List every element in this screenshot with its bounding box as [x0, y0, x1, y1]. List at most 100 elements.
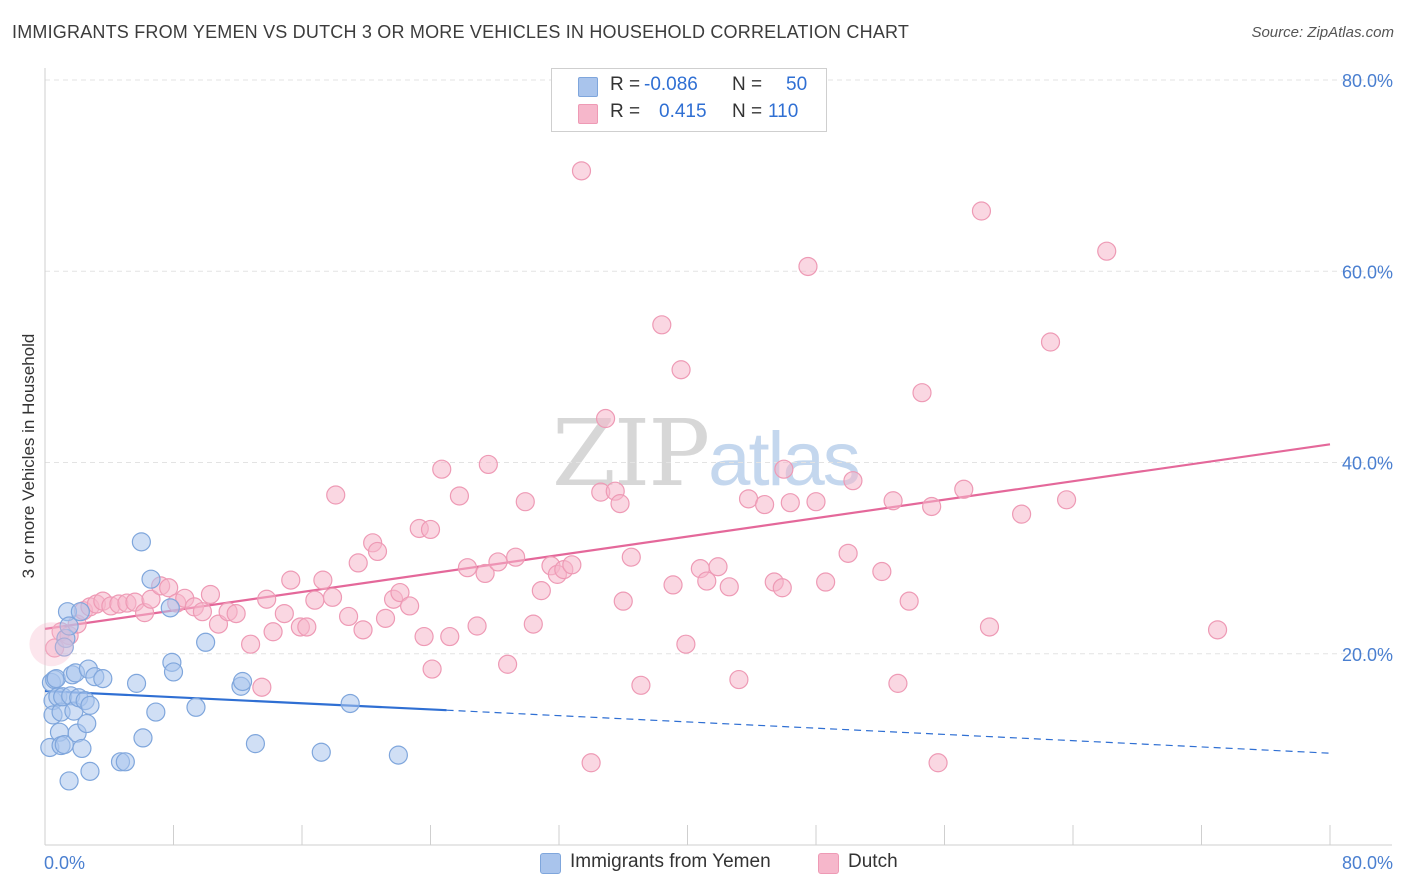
dutch-point [652, 315, 672, 335]
yemen-point [133, 728, 153, 748]
dutch-point [581, 753, 601, 773]
dutch-point [631, 675, 651, 695]
series-legend-yemen[interactable]: Immigrants from Yemen [540, 851, 800, 875]
dutch-point [414, 626, 434, 647]
series-legend-dutch[interactable]: Dutch [818, 851, 938, 875]
dutch-point [523, 614, 543, 634]
dutch-point [457, 558, 478, 578]
watermark: ZIPatlas [552, 400, 861, 507]
dutch-point [488, 552, 508, 572]
yemen-point [146, 702, 166, 722]
yemen-point [160, 598, 180, 618]
dutch-point [506, 547, 526, 567]
dutch-point [610, 494, 630, 514]
yemen-point [131, 532, 151, 552]
yemen-point [59, 771, 79, 791]
yemen-point [232, 671, 253, 692]
dutch-point [313, 570, 333, 590]
dutch-point [1011, 504, 1032, 524]
dutch-point [449, 486, 470, 506]
yemen-point [196, 632, 216, 652]
dutch-point [613, 591, 633, 611]
dutch-point [621, 547, 641, 567]
dutch-point [571, 161, 592, 181]
x-tick-label: 80.0% [1342, 853, 1393, 873]
dutch-point [353, 620, 373, 640]
dutch-point [29, 622, 74, 667]
y-tick-label: 80.0% [1342, 71, 1393, 91]
series-label: Immigrants from Yemen [570, 851, 771, 872]
dutch-point [1097, 241, 1117, 261]
dutch-point [192, 602, 213, 622]
dutch-point [798, 256, 818, 277]
dutch-point [663, 575, 683, 595]
dutch-point [531, 581, 551, 601]
dutch-point [1040, 332, 1061, 352]
dutch-point [305, 590, 325, 610]
dutch-point [774, 459, 794, 479]
y-tick-label: 20.0% [1342, 645, 1393, 665]
dutch-point [498, 654, 518, 674]
dutch-point [928, 753, 948, 773]
dutch-point [816, 572, 836, 592]
yemen-point [70, 602, 90, 622]
dutch-point [422, 659, 442, 679]
legend-n-label: N = [732, 101, 763, 122]
dutch-point [676, 634, 696, 654]
source-label: Source: ZipAtlas.com [1251, 24, 1394, 41]
dutch-point [348, 553, 368, 573]
legend-n-value: 50 [786, 74, 808, 95]
legend-row-yemen: R = -0.086 N = 50 [552, 74, 826, 100]
legend-r-value: 0.415 [659, 101, 707, 122]
y-axis-title: 3 or more Vehicles in Household [19, 334, 38, 579]
dutch-point [719, 577, 739, 597]
dutch-point [708, 557, 728, 577]
yemen-swatch [578, 77, 598, 97]
correlation-legend: R = -0.086 N = 50 R = 0.415 N = 110 [551, 68, 827, 132]
dutch-point [420, 519, 441, 540]
x-tick-label: 0.0% [44, 853, 85, 873]
yemen-point [115, 752, 135, 772]
data-points [29, 161, 1228, 791]
yemen-swatch [540, 853, 561, 874]
dutch-point [226, 603, 246, 624]
dutch-point [971, 201, 992, 221]
dutch-point [159, 578, 179, 598]
dutch-point [883, 491, 903, 511]
dutch-point [400, 596, 420, 616]
dutch-point [780, 493, 800, 513]
series-label: Dutch [848, 851, 898, 872]
watermark-atlas: atlas [708, 417, 861, 502]
dutch-trend-line [44, 443, 1331, 630]
yemen-point [163, 662, 184, 682]
dutch-point [515, 492, 535, 512]
dutch-point [899, 591, 919, 611]
dutch-point [281, 570, 301, 590]
dutch-point [141, 589, 161, 609]
dutch-point [338, 606, 359, 627]
yemen-point [340, 693, 360, 714]
dutch-point [1207, 620, 1228, 640]
legend-r-label: R = [610, 101, 641, 122]
dutch-point [241, 634, 261, 654]
dutch-point [432, 459, 452, 479]
legend-n-label: N = [732, 74, 763, 95]
yemen-point [59, 616, 79, 636]
yemen-point [186, 697, 206, 717]
dutch-point [729, 669, 749, 690]
yemen-point [72, 738, 92, 759]
dutch-point [274, 603, 294, 624]
y-tick-label: 40.0% [1342, 454, 1393, 474]
yemen-point [46, 669, 66, 689]
dutch-point [478, 454, 498, 475]
trend-lines [44, 443, 1331, 754]
dutch-swatch [818, 853, 839, 874]
legend-r-value: -0.086 [644, 74, 698, 95]
dutch-point [252, 677, 272, 697]
dutch-point [843, 471, 863, 491]
yemen-point [77, 713, 97, 734]
axes [44, 68, 1392, 846]
yemen-point [54, 637, 74, 657]
dutch-point [979, 617, 1000, 637]
yemen-point [141, 569, 161, 589]
